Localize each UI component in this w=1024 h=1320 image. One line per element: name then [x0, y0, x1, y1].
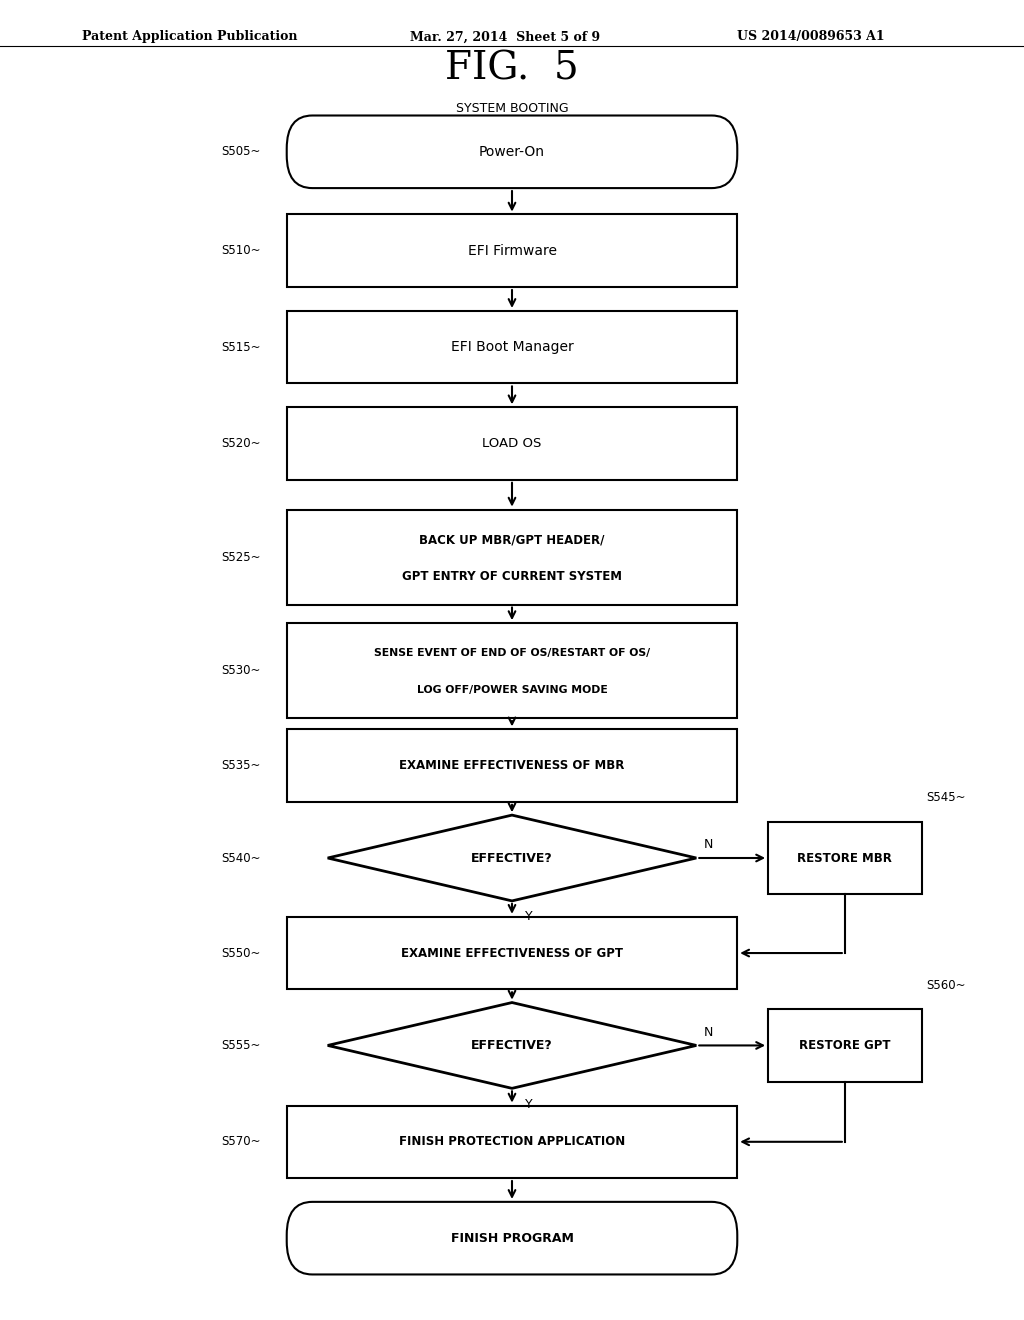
- Text: S510~: S510~: [221, 244, 261, 257]
- FancyBboxPatch shape: [768, 821, 922, 895]
- Text: S570~: S570~: [221, 1135, 261, 1148]
- Text: GPT ENTRY OF CURRENT SYSTEM: GPT ENTRY OF CURRENT SYSTEM: [402, 570, 622, 583]
- Text: N: N: [703, 838, 713, 851]
- Text: SYSTEM BOOTING: SYSTEM BOOTING: [456, 102, 568, 115]
- FancyBboxPatch shape: [287, 1106, 737, 1177]
- Text: Mar. 27, 2014  Sheet 5 of 9: Mar. 27, 2014 Sheet 5 of 9: [410, 30, 600, 44]
- Text: RESTORE MBR: RESTORE MBR: [798, 851, 892, 865]
- FancyBboxPatch shape: [287, 1201, 737, 1275]
- FancyBboxPatch shape: [287, 115, 737, 187]
- Text: S540~: S540~: [221, 851, 261, 865]
- Text: N: N: [703, 1026, 713, 1039]
- Text: S505~: S505~: [222, 145, 261, 158]
- Text: Power-On: Power-On: [479, 145, 545, 158]
- Text: US 2014/0089653 A1: US 2014/0089653 A1: [737, 30, 885, 44]
- FancyBboxPatch shape: [287, 623, 737, 718]
- Text: SENSE EVENT OF END OF OS/RESTART OF OS/: SENSE EVENT OF END OF OS/RESTART OF OS/: [374, 648, 650, 659]
- Text: S545~: S545~: [927, 792, 967, 804]
- Text: EXAMINE EFFECTIVENESS OF GPT: EXAMINE EFFECTIVENESS OF GPT: [401, 946, 623, 960]
- Text: FINISH PROGRAM: FINISH PROGRAM: [451, 1232, 573, 1245]
- Text: Y: Y: [525, 1098, 532, 1110]
- FancyBboxPatch shape: [287, 916, 737, 990]
- Text: S560~: S560~: [927, 979, 967, 991]
- Text: LOG OFF/POWER SAVING MODE: LOG OFF/POWER SAVING MODE: [417, 685, 607, 696]
- FancyBboxPatch shape: [768, 1010, 922, 1082]
- FancyBboxPatch shape: [287, 310, 737, 383]
- Text: S530~: S530~: [222, 664, 261, 677]
- Polygon shape: [328, 1003, 696, 1088]
- Text: LOAD OS: LOAD OS: [482, 437, 542, 450]
- Text: Patent Application Publication: Patent Application Publication: [82, 30, 297, 44]
- Text: FINISH PROTECTION APPLICATION: FINISH PROTECTION APPLICATION: [399, 1135, 625, 1148]
- Text: EXAMINE EFFECTIVENESS OF MBR: EXAMINE EFFECTIVENESS OF MBR: [399, 759, 625, 772]
- Text: BACK UP MBR/GPT HEADER/: BACK UP MBR/GPT HEADER/: [419, 533, 605, 546]
- Text: EFFECTIVE?: EFFECTIVE?: [471, 1039, 553, 1052]
- Text: FIG.  5: FIG. 5: [445, 50, 579, 87]
- Text: S550~: S550~: [222, 946, 261, 960]
- Text: S525~: S525~: [221, 550, 261, 564]
- Text: EFFECTIVE?: EFFECTIVE?: [471, 851, 553, 865]
- FancyBboxPatch shape: [287, 214, 737, 286]
- Text: S535~: S535~: [222, 759, 261, 772]
- FancyBboxPatch shape: [287, 407, 737, 479]
- Text: EFI Boot Manager: EFI Boot Manager: [451, 341, 573, 354]
- Text: Y: Y: [525, 911, 532, 923]
- Text: EFI Firmware: EFI Firmware: [468, 244, 556, 257]
- Text: S515~: S515~: [221, 341, 261, 354]
- Text: S520~: S520~: [221, 437, 261, 450]
- Text: S555~: S555~: [222, 1039, 261, 1052]
- FancyBboxPatch shape: [287, 729, 737, 803]
- FancyBboxPatch shape: [287, 510, 737, 605]
- Polygon shape: [328, 816, 696, 900]
- Text: RESTORE GPT: RESTORE GPT: [799, 1039, 891, 1052]
